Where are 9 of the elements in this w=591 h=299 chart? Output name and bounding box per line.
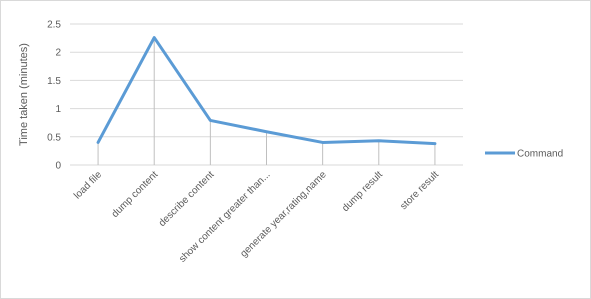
- legend-label: Command: [517, 148, 564, 160]
- y-axis-title: Time taken (minutes): [18, 43, 30, 146]
- y-tick-label: 0: [55, 160, 62, 172]
- y-tick-label: 0.5: [47, 132, 62, 144]
- y-tick-label: 2.5: [47, 20, 62, 30]
- y-tick-label: 2: [55, 48, 62, 59]
- y-tick-label: 1: [55, 104, 62, 116]
- y-tick-label: 1.5: [47, 76, 62, 87]
- line-series: [96, 36, 436, 146]
